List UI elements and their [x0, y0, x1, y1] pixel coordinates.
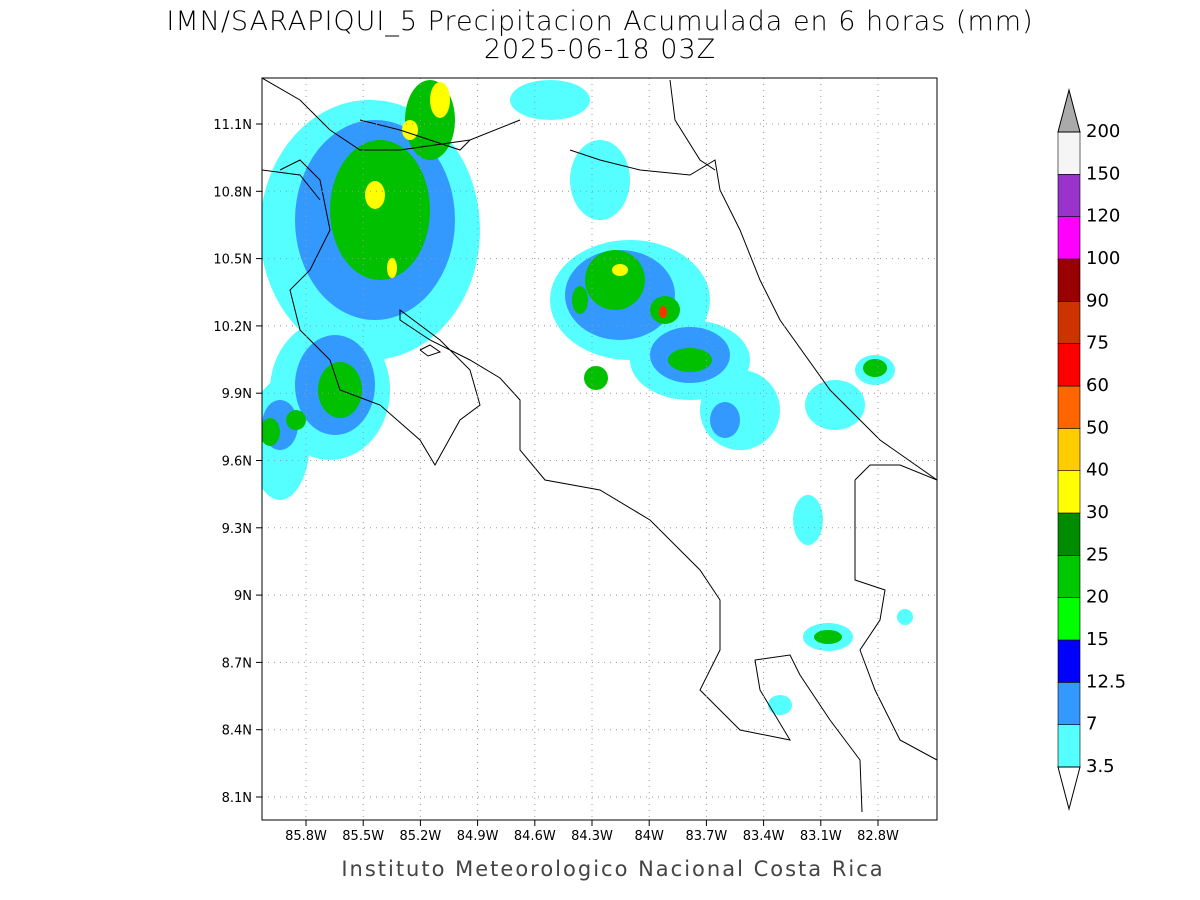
map-area: 85.8W 85.5W 85.2W 84.9W 84.6W 84.3W 84W 83.7W 83…: [213, 77, 938, 844]
precipitation-field: [262, 80, 913, 715]
lat-tick-label: 10.8N: [213, 185, 252, 200]
colorbar-label: 75: [1086, 333, 1109, 354]
colorbar-label: 150: [1086, 163, 1120, 184]
colorbar-label: 25: [1086, 544, 1109, 565]
colorbar-label: 120: [1086, 206, 1120, 227]
lon-tick-label: 85.8W: [285, 829, 327, 844]
colorbar-segment: [1057, 216, 1081, 260]
colorbar-label: 3.5: [1086, 756, 1115, 777]
colorbar-segment: [1057, 174, 1081, 217]
lat-tick-label: 10.5N: [213, 253, 252, 268]
colorbar-label: 30: [1086, 502, 1109, 523]
lat-tick-label: 8.7N: [222, 656, 252, 671]
colorbar-label: 7: [1086, 714, 1097, 735]
map-title: IMN/SARAPIQUI_5 Precipitacion Acumulada …: [166, 6, 1033, 37]
lon-tick-label: 85.5W: [342, 829, 384, 844]
lat-tick-label: 9.6N: [222, 455, 252, 470]
colorbar-label: 12.5: [1086, 671, 1126, 692]
lon-tick-label: 83.1W: [800, 829, 842, 844]
lon-tick-label: 85.2W: [399, 829, 441, 844]
colorbar-segment: [1057, 428, 1081, 471]
lat-tick-label: 9.3N: [222, 522, 252, 537]
colorbar-segment: [1057, 131, 1081, 175]
coastlines: [262, 78, 937, 813]
lat-tick-label: 10.2N: [213, 320, 252, 335]
colorbar-label: 50: [1086, 417, 1109, 438]
colorbar-label: 40: [1086, 460, 1109, 481]
colorbar-segment: [1057, 470, 1081, 514]
colorbar-label: 90: [1086, 290, 1109, 311]
lat-tick-label: 11.1N: [213, 118, 252, 133]
colorbar-label: 100: [1086, 248, 1120, 269]
colorbar-segment: [1057, 512, 1081, 556]
colorbar-segment: [1057, 385, 1081, 429]
colorbar-segment: [1057, 597, 1081, 641]
colorbar-label: 20: [1086, 587, 1109, 608]
lat-tick-label: 8.4N: [222, 724, 252, 739]
colorbar-segment: [1057, 301, 1081, 344]
colorbar-segment: [1057, 639, 1081, 683]
lon-tick-label: 84W: [634, 829, 664, 844]
colorbar-label: 200: [1086, 121, 1120, 142]
lon-tick-label: 83.7W: [685, 829, 727, 844]
colorbar-over-arrow: [1057, 88, 1081, 133]
colorbar-under-arrow: [1057, 766, 1081, 811]
colorbar-segment: [1057, 343, 1081, 387]
colorbar-segment: [1057, 682, 1081, 725]
lat-tick-label: 9N: [234, 589, 252, 604]
colorbar-label: 60: [1086, 375, 1109, 396]
map-subtitle: 2025-06-18 03Z: [484, 34, 716, 65]
lat-tick-label: 9.9N: [222, 387, 252, 402]
lon-tick-label: 83.4W: [743, 829, 785, 844]
lon-tick-label: 82.8W: [857, 829, 899, 844]
lon-tick-label: 84.3W: [571, 829, 613, 844]
colorbar-segment: [1057, 724, 1081, 768]
lat-tick-label: 8.1N: [222, 791, 252, 806]
colorbar-label: 15: [1086, 629, 1109, 650]
map-frame: [261, 77, 938, 821]
colorbar-segment: [1057, 258, 1081, 302]
lon-tick-label: 84.6W: [514, 829, 556, 844]
colorbar: 3.5 7 12.5 15 20 25 30 40 50 60 75 90 100 120 150 200: [1057, 88, 1126, 811]
lon-tick-label: 84.9W: [457, 829, 499, 844]
footer-credit: Instituto Meteorologico Nacional Costa R…: [341, 857, 884, 881]
colorbar-segment: [1057, 555, 1081, 598]
